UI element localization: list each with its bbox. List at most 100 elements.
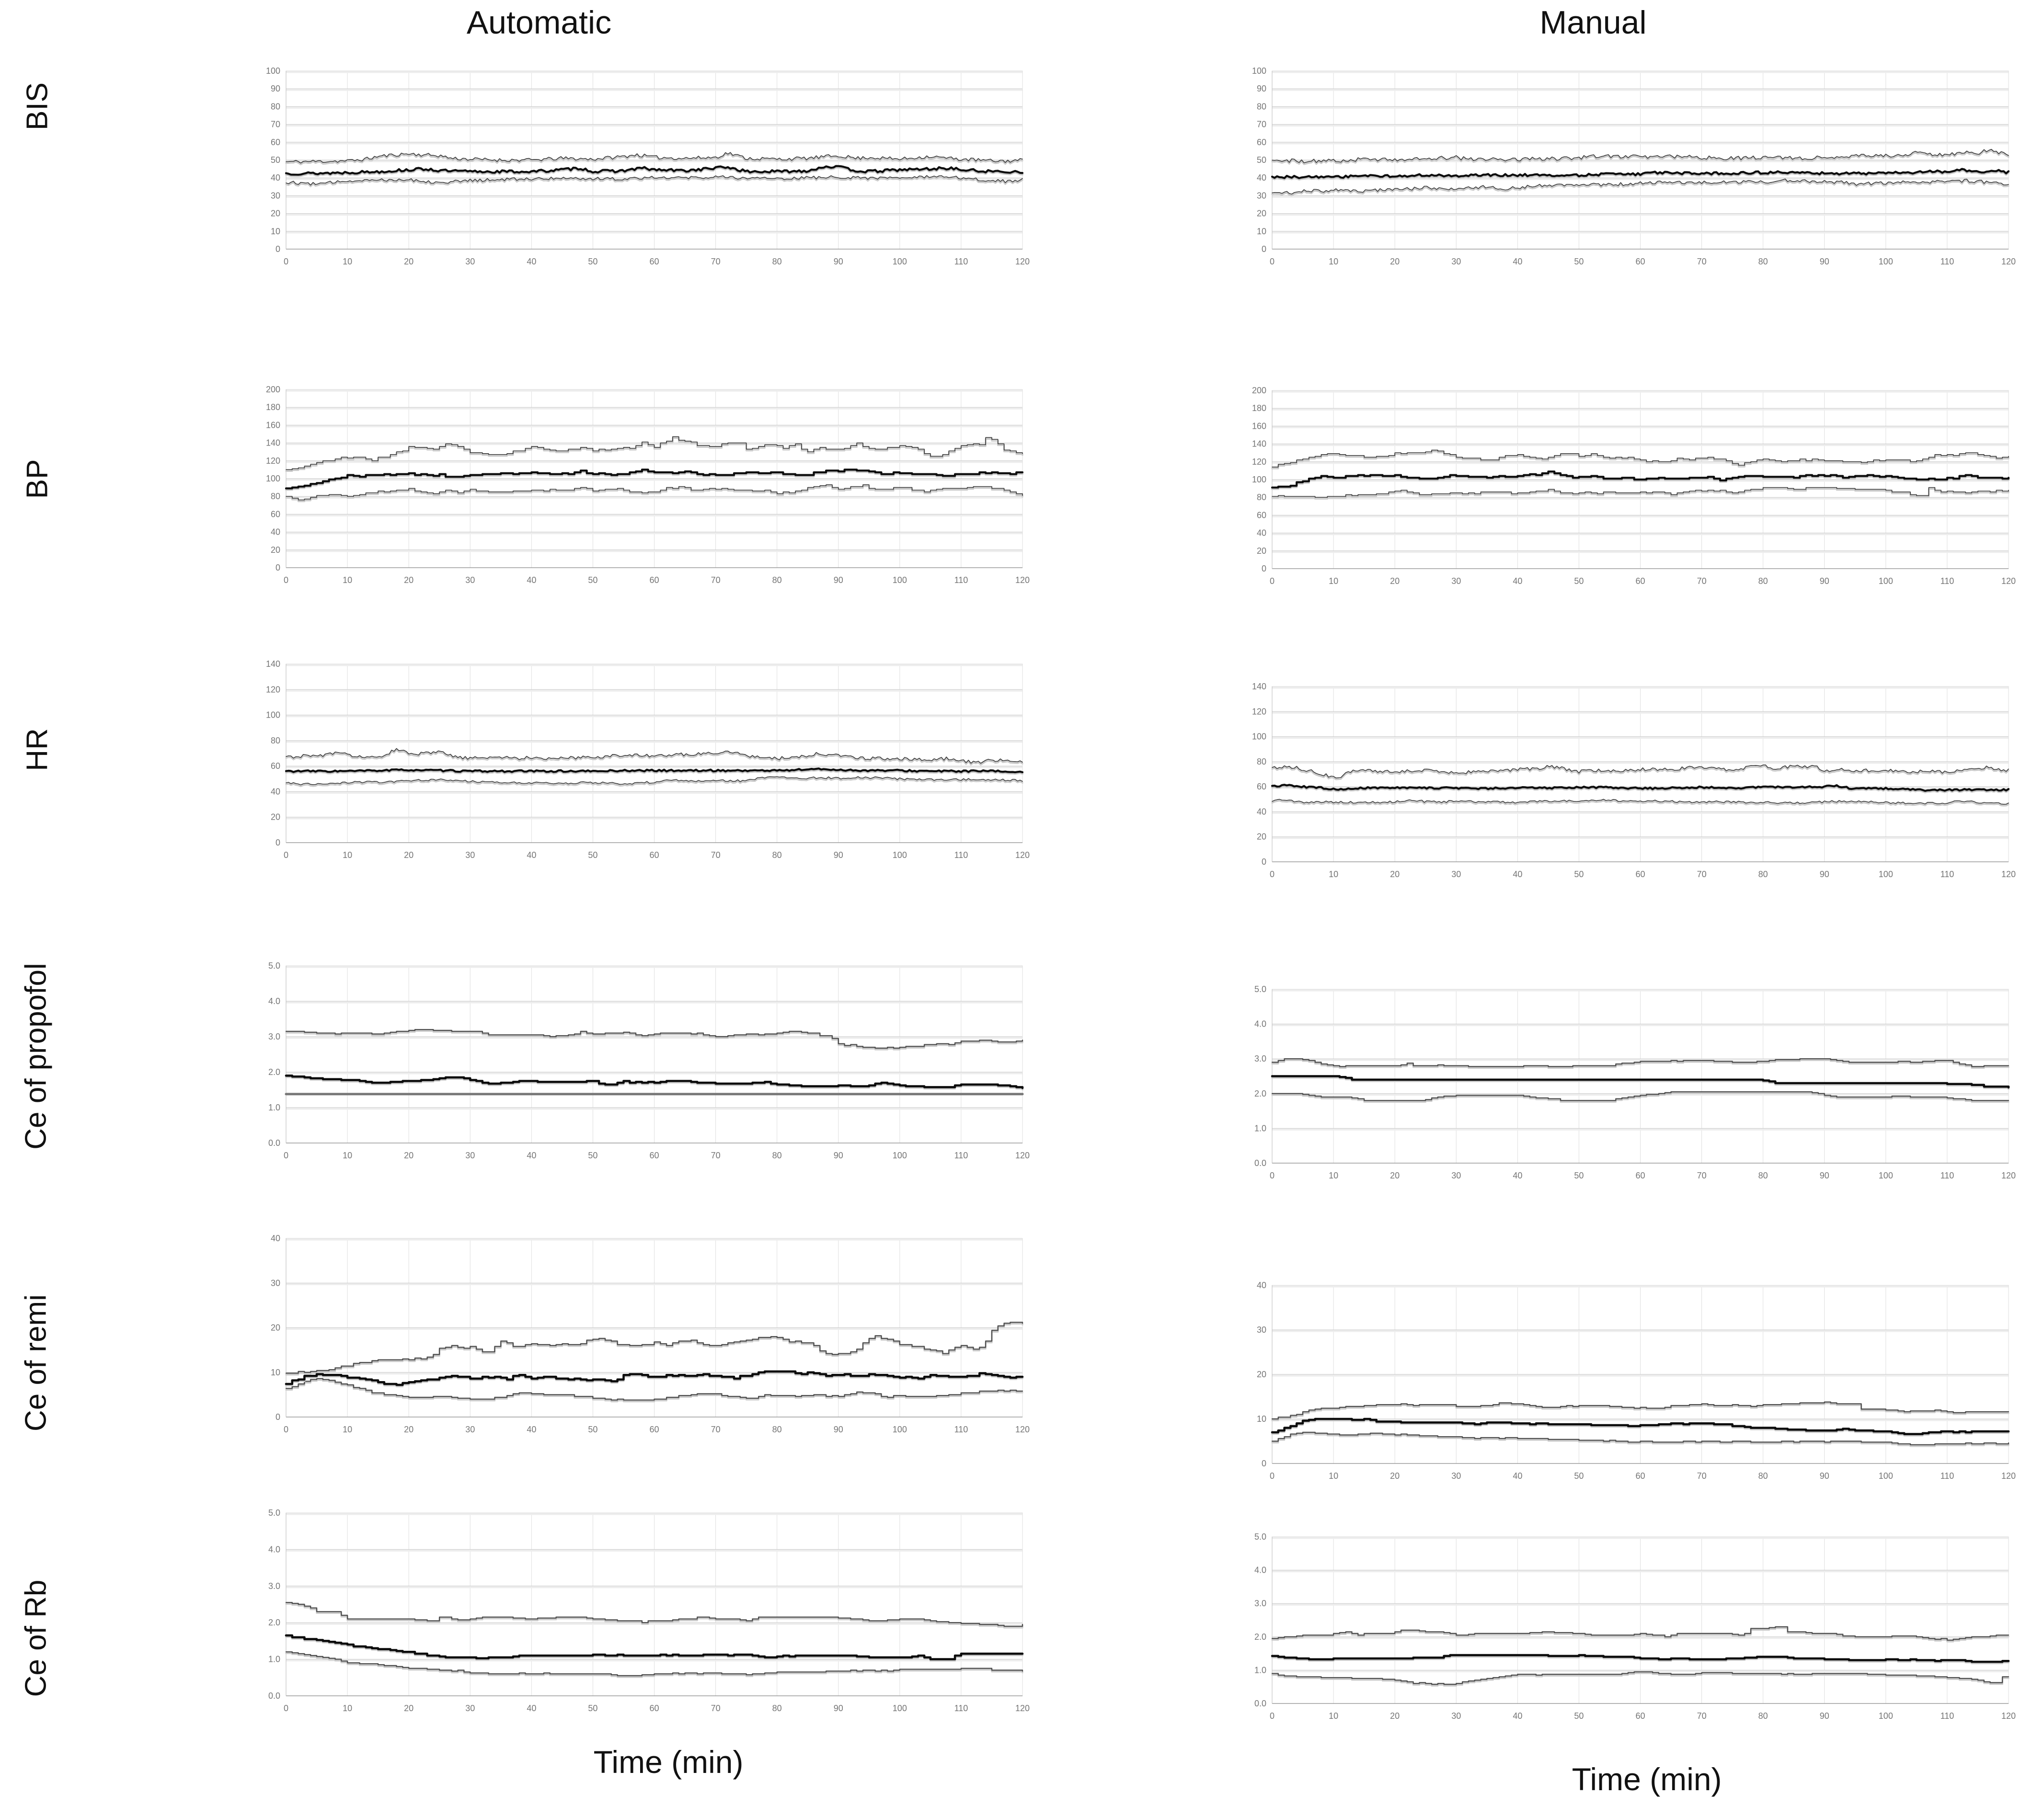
y-tick-label: 5.0 (268, 1508, 280, 1518)
x-tick-label: 20 (1390, 1171, 1400, 1180)
prop-man-mean-line (1271, 1075, 2010, 1089)
x-tick-label: 80 (1758, 1711, 1768, 1721)
bp-auto-upper-line (286, 436, 1023, 470)
y-tick-label: 50 (1257, 155, 1266, 165)
x-tick-label: 120 (2001, 257, 2016, 266)
y-tick-label: 5.0 (1254, 1532, 1266, 1542)
x-tick-label: 10 (1329, 1171, 1338, 1180)
plot-hr-man: 0 20 40 60 80 100 120 140 0 10 20 30 40 50 60 70 80 90 100… (1252, 682, 2016, 879)
y-tick-label: 0.0 (268, 1691, 280, 1701)
x-tick-label: 90 (834, 1425, 843, 1434)
y-tick-label: 30 (1257, 191, 1266, 200)
x-tick-label: 60 (649, 1151, 659, 1160)
x-tick-label: 20 (1390, 869, 1400, 879)
x-tick-label: 40 (527, 257, 536, 266)
x-tick-label: 40 (527, 850, 536, 860)
y-tick-label: 40 (271, 527, 280, 537)
y-tick-label: 70 (1257, 120, 1266, 129)
y-tick-label: 80 (271, 102, 280, 111)
x-tick-label: 110 (954, 575, 968, 585)
y-tick-label: 4.0 (268, 996, 280, 1006)
y-tick-label: 10 (271, 1368, 280, 1377)
x-tick-label: 70 (1697, 257, 1707, 266)
x-tick-label: 110 (1941, 869, 1954, 879)
rb-auto-mean-line (285, 1634, 1024, 1660)
row-label-rb: Ce of Rb (19, 1579, 53, 1697)
x-tick-label: 110 (1941, 576, 1954, 586)
x-tick-label: 50 (588, 1151, 597, 1160)
x-tick-label: 90 (1820, 257, 1829, 266)
row-label-hr: HR (21, 728, 54, 771)
y-tick-label: 80 (1257, 102, 1266, 111)
y-tick-label: 70 (271, 120, 280, 129)
y-tick-label: 10 (271, 227, 280, 236)
x-tick-label: 90 (1820, 576, 1829, 586)
y-tick-label: 0 (1262, 244, 1266, 254)
x-tick-label: 60 (649, 257, 659, 266)
rb-auto-upper-line (285, 1602, 1023, 1627)
x-tick-label: 60 (649, 1425, 659, 1434)
remi-man-upper-line (1271, 1401, 2010, 1420)
x-tick-label: 80 (772, 850, 782, 860)
y-tick-label: 100 (266, 474, 280, 483)
x-tick-label: 50 (588, 850, 597, 860)
x-tick-label: 10 (1329, 257, 1338, 266)
y-tick-label: 40 (1257, 173, 1266, 183)
x-tick-label: 30 (465, 850, 475, 860)
y-tick-label: 0 (276, 244, 280, 254)
x-tick-label: 50 (588, 1425, 597, 1434)
x-tick-label: 90 (834, 1151, 843, 1160)
x-tick-label: 10 (343, 1425, 352, 1434)
y-tick-label: 40 (271, 1234, 280, 1243)
hr-auto-lower-line (286, 776, 1023, 786)
chart-bp-auto: 0 20 40 60 80 100 120 140 160 180 200 0 10 20 30 40 50 60… (243, 380, 1044, 596)
y-tick-label: 3.0 (1254, 1599, 1266, 1608)
x-tick-label: 10 (1329, 1711, 1338, 1721)
x-tick-label: 10 (343, 1703, 352, 1713)
x-tick-label: 30 (1451, 869, 1461, 879)
bp-man-lower-line (1272, 487, 2009, 498)
x-tick-label: 120 (2001, 1171, 2016, 1180)
x-tick-label: 100 (1879, 1471, 1893, 1481)
x-tick-label: 70 (1697, 576, 1707, 586)
y-tick-label: 100 (1252, 475, 1266, 484)
y-tick-label: 20 (271, 209, 280, 218)
y-tick-label: 140 (1252, 682, 1266, 691)
y-tick-label: 2.0 (1254, 1632, 1266, 1642)
column-title-manual: Manual (1539, 4, 1647, 41)
x-tick-label: 70 (1697, 869, 1707, 879)
x-tick-label: 80 (772, 257, 782, 266)
x-tick-label: 60 (649, 1703, 659, 1713)
x-tick-label: 40 (1513, 1711, 1522, 1721)
x-tick-label: 0 (1270, 869, 1275, 879)
y-tick-label: 20 (271, 1323, 280, 1333)
prop-man-lower-line (1271, 1091, 2010, 1101)
x-tick-label: 100 (1879, 576, 1893, 586)
y-tick-label: 2.0 (268, 1067, 280, 1077)
x-tick-label: 30 (1451, 576, 1461, 586)
x-tick-label: 0 (284, 850, 288, 860)
bis-auto-mean-line (285, 165, 1024, 176)
plot-remi-auto: 0 10 20 30 40 0 10 20 30 40 50 60 70 80 90 100 110 120 (271, 1234, 1030, 1434)
y-tick-label: 3.0 (1254, 1054, 1266, 1063)
x-tick-label: 120 (1015, 850, 1030, 860)
x-tick-label: 40 (1513, 1471, 1522, 1481)
x-tick-label: 70 (711, 850, 721, 860)
x-tick-label: 50 (588, 1703, 597, 1713)
y-tick-label: 30 (271, 1278, 280, 1288)
prop-auto-mean-line (285, 1074, 1024, 1089)
row-label-propofol: Ce of propofol (19, 963, 53, 1150)
y-tick-label: 1.0 (268, 1103, 280, 1112)
x-tick-label: 120 (1015, 575, 1030, 585)
x-tick-label: 110 (954, 1703, 968, 1713)
x-tick-label: 0 (1270, 1711, 1275, 1721)
bp-auto-lower-line (286, 484, 1023, 501)
x-tick-label: 0 (284, 1425, 288, 1434)
x-tick-label: 70 (1697, 1711, 1707, 1721)
x-tick-label: 40 (1513, 257, 1522, 266)
y-tick-label: 60 (1257, 137, 1266, 147)
y-tick-label: 160 (266, 420, 280, 430)
x-tick-label: 20 (1390, 576, 1400, 586)
x-tick-label: 30 (1451, 1711, 1461, 1721)
